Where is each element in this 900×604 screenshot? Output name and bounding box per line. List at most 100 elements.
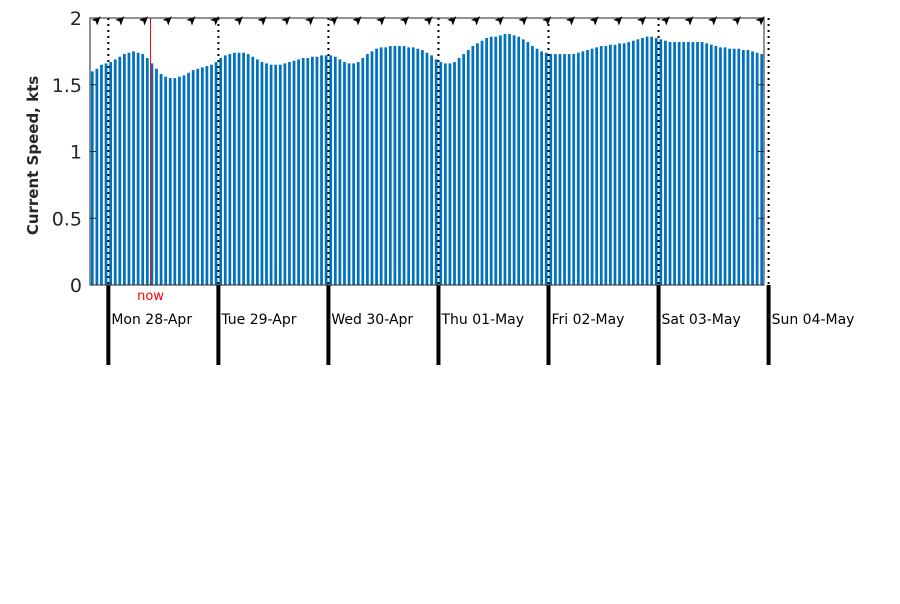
- bar: [178, 76, 181, 286]
- arrow-head: [115, 16, 125, 26]
- arrow-head: [542, 16, 552, 26]
- bar: [127, 52, 131, 286]
- bar: [255, 59, 259, 285]
- bar: [609, 44, 612, 286]
- bar: [434, 59, 438, 285]
- direction-arrow: [162, 16, 172, 26]
- direction-arrow: [138, 16, 149, 26]
- bar: [159, 74, 163, 285]
- direction-arrow: [352, 16, 362, 26]
- bar: [531, 46, 534, 285]
- direction-arrow: [542, 16, 552, 26]
- y-tick-label: 0.5: [52, 208, 82, 230]
- y-tick-label: 2: [70, 8, 82, 30]
- bar: [388, 46, 392, 285]
- bar: [324, 55, 328, 285]
- bar: [141, 54, 145, 285]
- bar: [622, 43, 626, 285]
- bar: [554, 54, 557, 285]
- direction-arrow: [518, 16, 528, 26]
- direction-arrow: [233, 16, 243, 26]
- bar: [673, 42, 676, 285]
- bar: [517, 36, 521, 285]
- day-label: Sat 03-May: [662, 312, 741, 328]
- day-label: Fri 02-May: [552, 312, 625, 328]
- direction-arrow: [257, 16, 267, 26]
- day-label: Sun 04-May: [772, 312, 855, 328]
- bar: [407, 47, 411, 286]
- arrow-head: [470, 16, 481, 26]
- bar: [599, 46, 603, 285]
- arrow-head: [186, 16, 196, 26]
- bar: [421, 50, 424, 285]
- bar: [755, 52, 759, 286]
- bar: [494, 36, 498, 285]
- bar: [604, 46, 608, 285]
- bar: [558, 54, 562, 285]
- bar: [283, 63, 287, 285]
- bar: [297, 59, 300, 285]
- arrow-head: [636, 16, 647, 26]
- bar: [627, 42, 631, 285]
- direction-arrow: [376, 16, 386, 26]
- arrow-head: [257, 16, 267, 26]
- bar: [714, 46, 718, 285]
- bar: [136, 52, 140, 286]
- bar: [343, 62, 346, 286]
- arrow-head: [281, 16, 291, 26]
- bar: [384, 47, 388, 286]
- arrow-head: [352, 16, 362, 26]
- arrow-head: [660, 16, 670, 26]
- bar: [352, 63, 356, 285]
- bar: [361, 58, 365, 285]
- bar: [659, 39, 663, 285]
- bar: [242, 52, 245, 286]
- bar: [398, 46, 401, 285]
- direction-arrow: [399, 16, 409, 26]
- bar: [576, 52, 580, 286]
- direction-arrow: [636, 16, 647, 26]
- bar: [109, 62, 113, 286]
- day-label: Mon 28-Apr: [111, 312, 192, 328]
- arrow-head: [376, 16, 386, 26]
- bar: [173, 78, 177, 285]
- bar: [246, 54, 250, 285]
- bar: [521, 39, 525, 285]
- bar: [760, 54, 764, 285]
- bar: [95, 68, 99, 285]
- bar: [705, 43, 709, 285]
- day-label: Thu 01-May: [440, 312, 524, 328]
- bar: [709, 44, 713, 286]
- arrow-head: [708, 16, 718, 26]
- arrow-head: [684, 16, 694, 26]
- direction-arrow: [708, 16, 718, 26]
- bar: [590, 48, 594, 286]
- bar: [200, 67, 204, 286]
- arrow-head: [399, 16, 409, 26]
- bar: [485, 38, 488, 285]
- bar: [572, 54, 576, 285]
- bar: [278, 64, 282, 285]
- bar: [416, 48, 420, 286]
- bar: [219, 58, 223, 285]
- arrow-head: [328, 16, 338, 26]
- bar: [581, 51, 585, 286]
- bar: [682, 42, 686, 285]
- bar: [567, 54, 571, 285]
- bar: [636, 39, 640, 285]
- day-dividers: [106, 18, 771, 365]
- direction-arrow: [684, 16, 694, 26]
- bar: [228, 54, 232, 285]
- direction-arrow: [470, 16, 481, 26]
- direction-arrow: [91, 16, 101, 26]
- bar: [544, 52, 548, 286]
- bar: [370, 51, 374, 286]
- y-tick-label: 1: [70, 142, 82, 164]
- bar: [732, 48, 736, 286]
- bar: [123, 54, 126, 285]
- bar: [618, 43, 621, 285]
- arrow-head: [423, 16, 433, 26]
- bar: [155, 68, 158, 285]
- bar: [205, 66, 209, 285]
